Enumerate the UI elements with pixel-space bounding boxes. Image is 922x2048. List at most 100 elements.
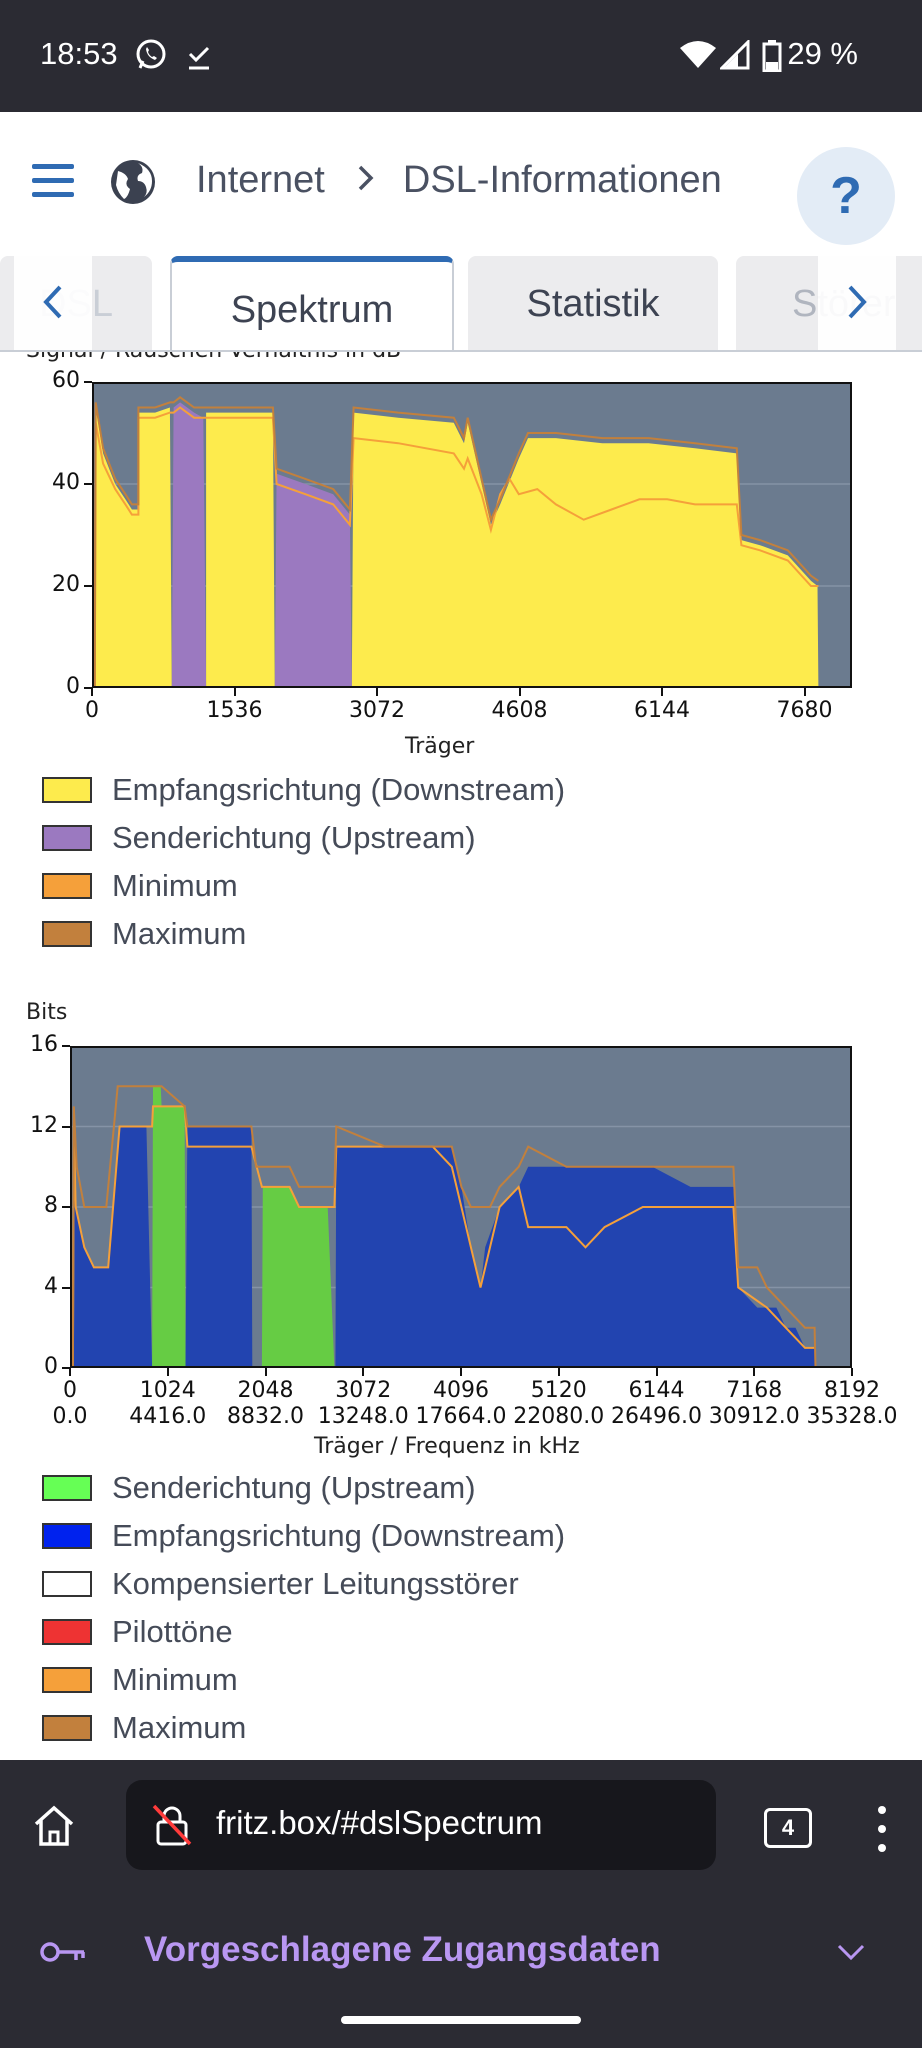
snr-axis-title: Signal / Rauschen-Verhältnis in dB bbox=[26, 352, 401, 363]
plot-frame bbox=[70, 1046, 852, 1368]
snr-x-axis-label: Träger bbox=[405, 734, 475, 759]
y-tick-mark bbox=[62, 1045, 70, 1047]
help-button[interactable]: ? bbox=[797, 147, 895, 245]
menu-icon[interactable] bbox=[32, 164, 74, 202]
key-icon bbox=[40, 1938, 86, 1970]
legend-item: Maximum bbox=[42, 1704, 565, 1752]
tab-statistik[interactable]: Statistik bbox=[468, 256, 718, 352]
battery-percent: 29 % bbox=[787, 36, 858, 71]
legend-item: Maximum bbox=[42, 910, 565, 958]
y-tick-label: 16 bbox=[30, 1032, 58, 1057]
bits-x-axis-label: Träger / Frequenz in kHz bbox=[314, 1434, 580, 1459]
x-tick-label: 7168 30912.0 bbox=[708, 1378, 800, 1429]
x-tick-label: 1024 4416.0 bbox=[129, 1378, 207, 1429]
legend-item: Empfangsrichtung (Downstream) bbox=[42, 766, 565, 814]
series-area bbox=[261, 1186, 335, 1368]
wifi-icon bbox=[680, 40, 716, 74]
chevron-left-icon bbox=[43, 285, 62, 319]
y-tick-label: 0 bbox=[66, 674, 80, 699]
x-tick-mark bbox=[69, 1368, 71, 1376]
y-tick-mark bbox=[84, 483, 92, 485]
overflow-menu-icon[interactable] bbox=[872, 1804, 892, 1854]
x-tick-label: 2048 8832.0 bbox=[227, 1378, 304, 1429]
tab-spektrum[interactable]: Spektrum bbox=[170, 256, 454, 354]
y-tick-mark bbox=[62, 1125, 70, 1128]
series-line bbox=[93, 396, 819, 688]
x-tick-label: 0 bbox=[85, 698, 99, 723]
legend-swatch bbox=[42, 873, 92, 899]
legend-swatch bbox=[42, 1475, 92, 1501]
y-tick-mark bbox=[84, 585, 92, 587]
url-text[interactable]: fritz.box/#dslSpectrum bbox=[216, 1804, 543, 1841]
y-tick-label: 4 bbox=[44, 1273, 58, 1299]
x-tick-mark bbox=[655, 1368, 658, 1376]
x-tick-mark bbox=[557, 1368, 560, 1376]
legend-swatch bbox=[42, 825, 92, 851]
y-tick-label: 8 bbox=[44, 1193, 58, 1218]
spectrum-content: Signal / Rauschen-Verhältnis in dB 02040… bbox=[0, 352, 922, 1760]
autofill-label: Vorgeschlagene Zugangsdaten bbox=[144, 1930, 661, 1969]
series-area bbox=[72, 1126, 816, 1368]
legend-swatch bbox=[42, 777, 92, 803]
breadcrumb-internet[interactable]: Internet bbox=[196, 159, 325, 201]
x-tick-label: 3072 13248.0 bbox=[317, 1378, 409, 1429]
x-tick-label: 7680 bbox=[776, 698, 833, 723]
status-bar: 18:53 29 % bbox=[0, 0, 922, 112]
legend-item: Minimum bbox=[42, 862, 565, 910]
cell-signal-icon bbox=[718, 38, 750, 74]
legend-item: Minimum bbox=[42, 1656, 565, 1704]
series-area bbox=[171, 402, 207, 688]
snr-legend: Empfangsrichtung (Downstream) Sendericht… bbox=[42, 766, 565, 958]
bits-axis-title: Bits bbox=[26, 1000, 68, 1025]
y-tick-mark bbox=[62, 1286, 70, 1289]
y-tick-mark bbox=[62, 1206, 70, 1208]
home-icon[interactable] bbox=[32, 1804, 76, 1852]
y-tick-mark bbox=[84, 381, 92, 383]
x-tick-label: 5120 22080.0 bbox=[513, 1378, 605, 1429]
legend-swatch bbox=[42, 1667, 92, 1693]
bits-legend: Senderichtung (Upstream) Empfangsrichtun… bbox=[42, 1464, 565, 1752]
tabs-scroll-right-button[interactable] bbox=[818, 254, 896, 350]
insecure-lock-icon[interactable] bbox=[150, 1802, 194, 1852]
app-header: Internet DSL-Informationen ? bbox=[0, 112, 922, 254]
x-tick-label: 4608 bbox=[491, 698, 548, 723]
chevron-down-icon[interactable] bbox=[836, 1942, 866, 1966]
legend-item: Empfangsrichtung (Downstream) bbox=[42, 1512, 565, 1560]
chevron-right-icon bbox=[848, 285, 867, 319]
y-tick-mark bbox=[62, 1367, 70, 1369]
series-area bbox=[274, 473, 352, 688]
browser-bottom-bar: fritz.box/#dslSpectrum 4 Vorgeschlagene … bbox=[0, 1760, 922, 2048]
series-area bbox=[94, 407, 819, 688]
legend-swatch bbox=[42, 1523, 92, 1549]
x-tick-mark bbox=[803, 688, 806, 696]
legend-item: Senderichtung (Upstream) bbox=[42, 1464, 565, 1512]
y-tick-label: 60 bbox=[52, 368, 80, 393]
x-tick-label: 4096 17664.0 bbox=[415, 1378, 507, 1429]
x-tick-label: 6144 26496.0 bbox=[611, 1378, 702, 1429]
password-suggestion-bar[interactable]: Vorgeschlagene Zugangsdaten bbox=[0, 1908, 922, 1998]
gesture-nav-handle[interactable] bbox=[341, 2016, 581, 2024]
bits-chart bbox=[70, 1046, 852, 1368]
tabs-scroll-left-button[interactable] bbox=[14, 254, 92, 350]
breadcrumb: Internet DSL-Informationen bbox=[196, 159, 722, 202]
y-tick-label: 0 bbox=[44, 1354, 58, 1379]
x-tick-label: 6144 bbox=[634, 698, 690, 723]
x-tick-mark bbox=[91, 688, 93, 696]
tab-switcher-button[interactable]: 4 bbox=[764, 1808, 812, 1848]
y-tick-mark bbox=[84, 687, 92, 689]
download-done-icon bbox=[186, 44, 212, 76]
x-tick-mark bbox=[518, 688, 521, 696]
x-tick-mark bbox=[362, 1368, 365, 1376]
y-tick-label: 40 bbox=[52, 470, 80, 495]
legend-swatch bbox=[42, 921, 92, 947]
status-time: 18:53 bbox=[40, 36, 118, 71]
legend-swatch bbox=[42, 1715, 92, 1741]
battery-icon bbox=[762, 40, 782, 76]
whatsapp-icon bbox=[134, 38, 168, 76]
x-tick-mark bbox=[661, 688, 663, 696]
x-tick-label: 0 0.0 bbox=[52, 1378, 88, 1429]
address-bar[interactable]: fritz.box/#dslSpectrum bbox=[126, 1780, 716, 1870]
tab-bar: DSL Spektrum Statistik Störer bbox=[0, 254, 922, 354]
snr-chart bbox=[92, 382, 852, 688]
x-tick-mark bbox=[166, 1368, 169, 1376]
